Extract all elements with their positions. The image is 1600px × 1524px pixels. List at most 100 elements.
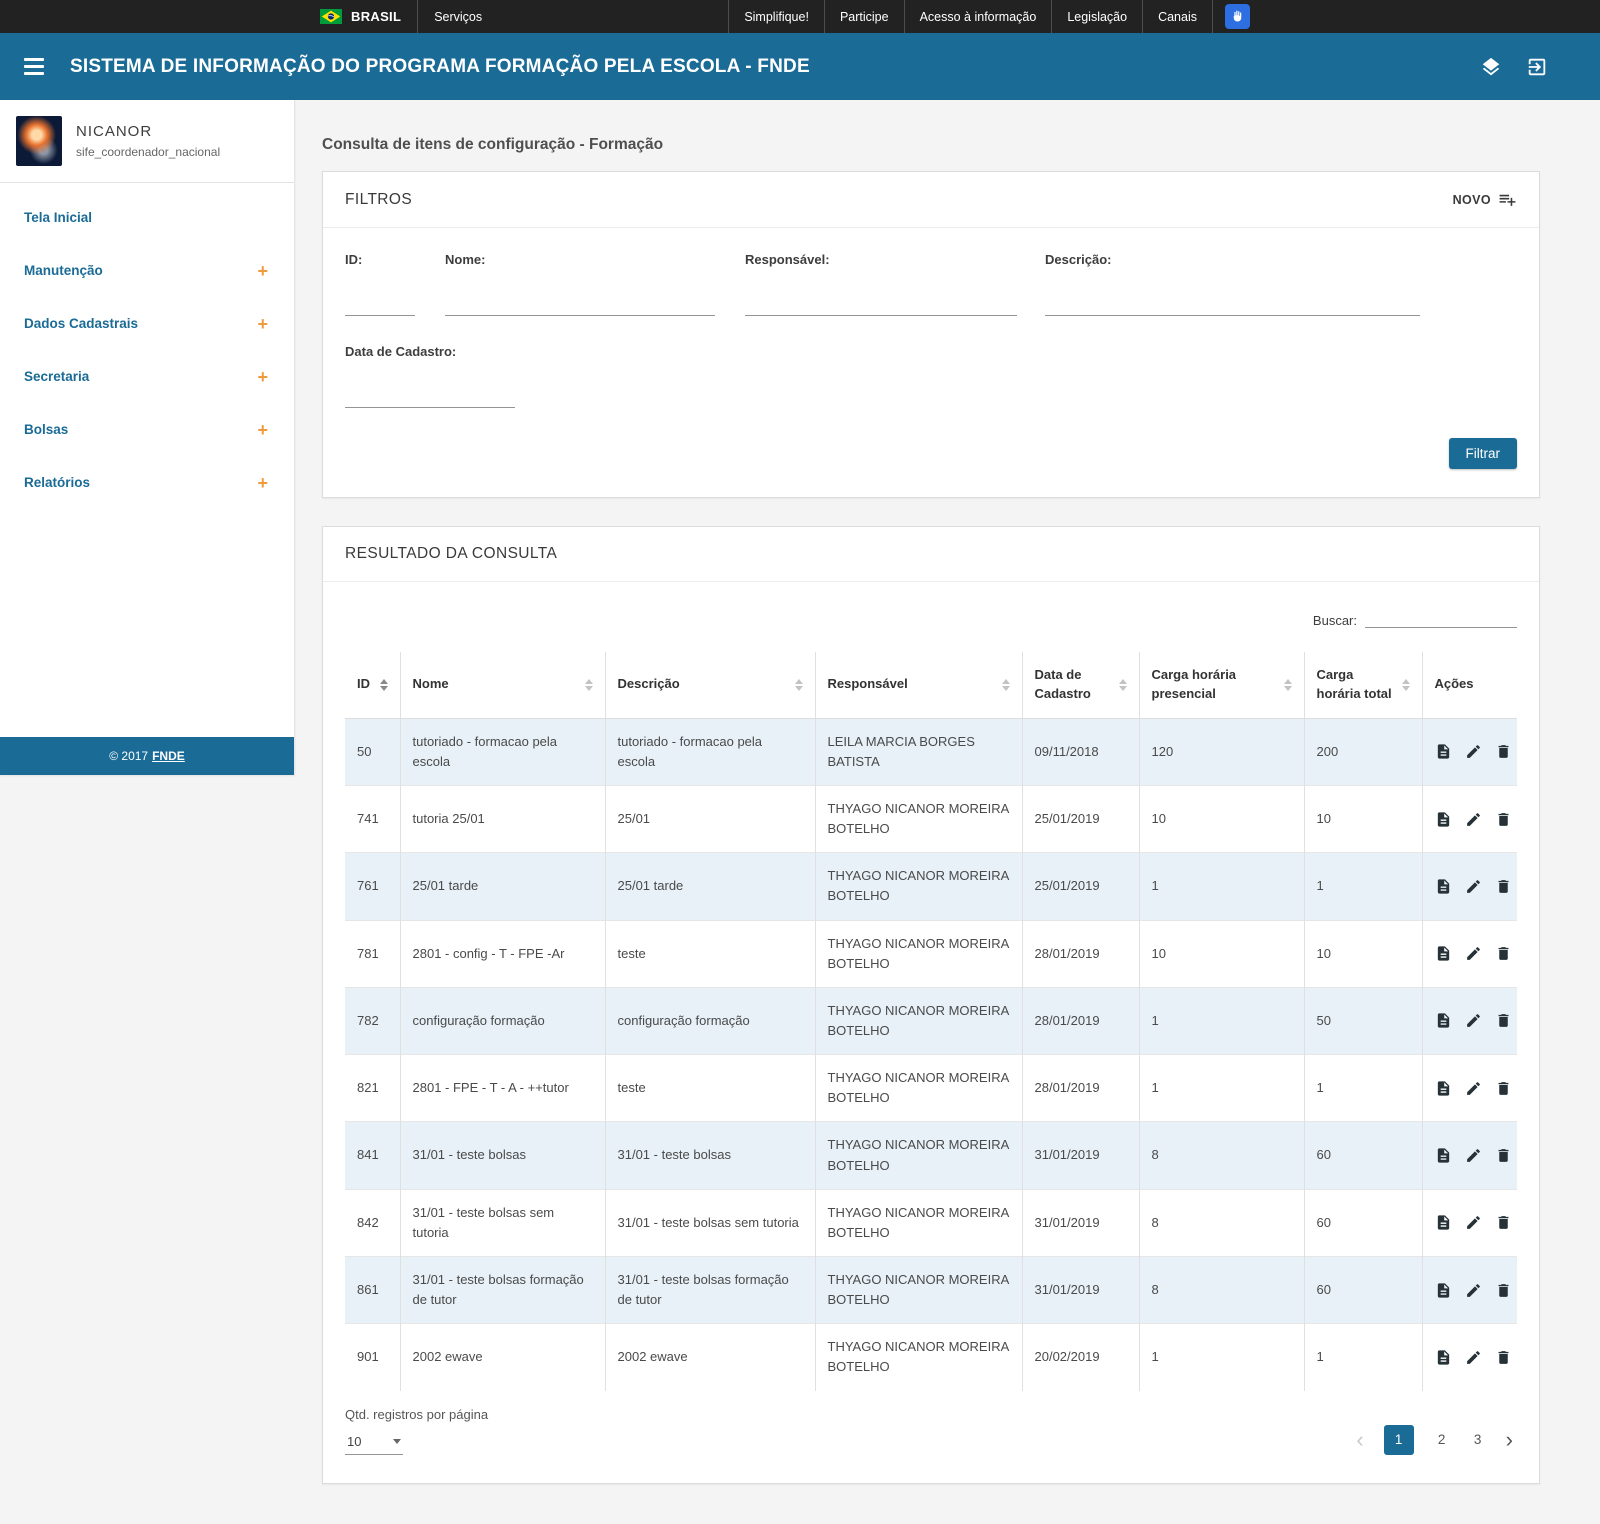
edit-icon[interactable] [1465,1012,1482,1029]
column-header-carga_presencial[interactable]: Carga horária presencial [1139,652,1304,718]
cell-actions [1422,785,1517,852]
cell-carga_presencial: 10 [1139,920,1304,987]
report-icon[interactable] [1435,1080,1452,1097]
edit-icon[interactable] [1465,945,1482,962]
govbar-link-simplifique[interactable]: Simplifique! [728,0,824,33]
report-icon[interactable] [1435,1147,1452,1164]
accessibility-icon[interactable] [1225,4,1250,29]
appbar-icons [1480,56,1548,78]
filter-field-descricao: Descrição: [1045,252,1420,316]
table-row: 782configuração formaçãoconfiguração for… [345,987,1517,1054]
delete-icon[interactable] [1495,1349,1512,1366]
cell-actions [1422,1256,1517,1323]
report-icon[interactable] [1435,1214,1452,1231]
delete-icon[interactable] [1495,878,1512,895]
edit-icon[interactable] [1465,878,1482,895]
column-header-nome[interactable]: Nome [400,652,605,718]
table-row: 76125/01 tarde25/01 tardeTHYAGO NICANOR … [345,853,1517,920]
hamburger-menu-icon[interactable] [24,58,44,75]
cell-id: 50 [345,718,400,785]
cell-responsavel: THYAGO NICANOR MOREIRA BOTELHO [815,1256,1022,1323]
sidebar-item-bolsas[interactable]: Bolsas+ [0,403,294,456]
cell-descricao: tutoriado - formacao pela escola [605,718,815,785]
sidebar-item-relatorios[interactable]: Relatórios+ [0,456,294,509]
fnde-link[interactable]: FNDE [152,749,185,763]
page-button-3[interactable]: 3 [1470,1432,1486,1447]
govbar-link-acesso-a-informacao[interactable]: Acesso à informação [904,0,1052,33]
per-page-select[interactable]: 10 [345,1432,403,1455]
cell-data_cadastro: 28/01/2019 [1022,987,1139,1054]
cell-descricao: 25/01 tarde [605,853,815,920]
govbar-link-canais[interactable]: Canais [1142,0,1213,33]
report-icon[interactable] [1435,743,1452,760]
filter-input-nome[interactable] [445,294,715,316]
edit-icon[interactable] [1465,1214,1482,1231]
column-header-responsavel[interactable]: Responsável [815,652,1022,718]
delete-icon[interactable] [1495,1147,1512,1164]
cell-responsavel: THYAGO NICANOR MOREIRA BOTELHO [815,1055,1022,1122]
delete-icon[interactable] [1495,1080,1512,1097]
column-header-descricao[interactable]: Descrição [605,652,815,718]
edit-icon[interactable] [1465,811,1482,828]
column-header-data_cadastro[interactable]: Data de Cadastro [1022,652,1139,718]
cell-carga_total: 1 [1304,1324,1422,1391]
prev-page-button[interactable]: ‹ [1356,1429,1363,1451]
sidebar-item-dados-cadastrais[interactable]: Dados Cadastrais+ [0,297,294,350]
results-panel: RESULTADO DA CONSULTA Buscar: IDNomeDesc… [322,526,1540,1484]
layers-icon[interactable] [1480,56,1502,78]
delete-icon[interactable] [1495,811,1512,828]
page-button-2[interactable]: 2 [1434,1432,1450,1447]
sidebar-item-label: Dados Cadastrais [24,316,138,331]
pagination: ‹ 1 2 3 › [1356,1425,1517,1455]
report-icon[interactable] [1435,811,1452,828]
cell-actions [1422,987,1517,1054]
sidebar: NICANOR sife_coordenador_nacional Tela I… [0,100,295,775]
edit-icon[interactable] [1465,743,1482,760]
column-header-id[interactable]: ID [345,652,400,718]
column-header-carga_total[interactable]: Carga horária total [1304,652,1422,718]
sort-icon [585,679,593,691]
cell-descricao: configuração formação [605,987,815,1054]
logout-icon[interactable] [1526,56,1548,78]
sidebar-item-tela-inicial[interactable]: Tela Inicial [0,191,294,244]
delete-icon[interactable] [1495,1214,1512,1231]
delete-icon[interactable] [1495,1282,1512,1299]
cell-descricao: 25/01 [605,785,815,852]
edit-icon[interactable] [1465,1349,1482,1366]
report-icon[interactable] [1435,1349,1452,1366]
edit-icon[interactable] [1465,1282,1482,1299]
sidebar-item-secretaria[interactable]: Secretaria+ [0,350,294,403]
edit-icon[interactable] [1465,1147,1482,1164]
search-input[interactable] [1365,608,1517,628]
govbar-link-legislacao[interactable]: Legislação [1051,0,1142,33]
govbar-link-servicos[interactable]: Serviços [434,10,482,24]
report-icon[interactable] [1435,1282,1452,1299]
edit-icon[interactable] [1465,1080,1482,1097]
filtrar-button[interactable]: Filtrar [1449,438,1518,469]
filter-input-descricao[interactable] [1045,294,1420,316]
cell-carga_presencial: 8 [1139,1189,1304,1256]
sidebar-item-manutencao[interactable]: Manutenção+ [0,244,294,297]
sidebar-item-label: Manutenção [24,263,103,278]
report-icon[interactable] [1435,945,1452,962]
cell-actions [1422,1122,1517,1189]
cell-carga_presencial: 1 [1139,1324,1304,1391]
cell-data_cadastro: 09/11/2018 [1022,718,1139,785]
page-button-1[interactable]: 1 [1384,1425,1414,1455]
novo-button[interactable]: NOVO [1453,190,1517,209]
delete-icon[interactable] [1495,743,1512,760]
row-actions [1435,1080,1506,1097]
filter-input-responsavel[interactable] [745,294,1017,316]
cell-descricao: 31/01 - teste bolsas sem tutoria [605,1189,815,1256]
delete-icon[interactable] [1495,945,1512,962]
report-icon[interactable] [1435,878,1452,895]
govbar-link-participe[interactable]: Participe [824,0,904,33]
table-row: 8212801 - FPE - T - A - ++tutortesteTHYA… [345,1055,1517,1122]
next-page-button[interactable]: › [1506,1429,1513,1451]
report-icon[interactable] [1435,1012,1452,1029]
filters-panel: FILTROS NOVO ID: Nome: [322,171,1540,498]
cell-carga_presencial: 120 [1139,718,1304,785]
filter-input-id[interactable] [345,294,415,316]
delete-icon[interactable] [1495,1012,1512,1029]
filter-input-data-cadastro[interactable] [345,386,515,408]
